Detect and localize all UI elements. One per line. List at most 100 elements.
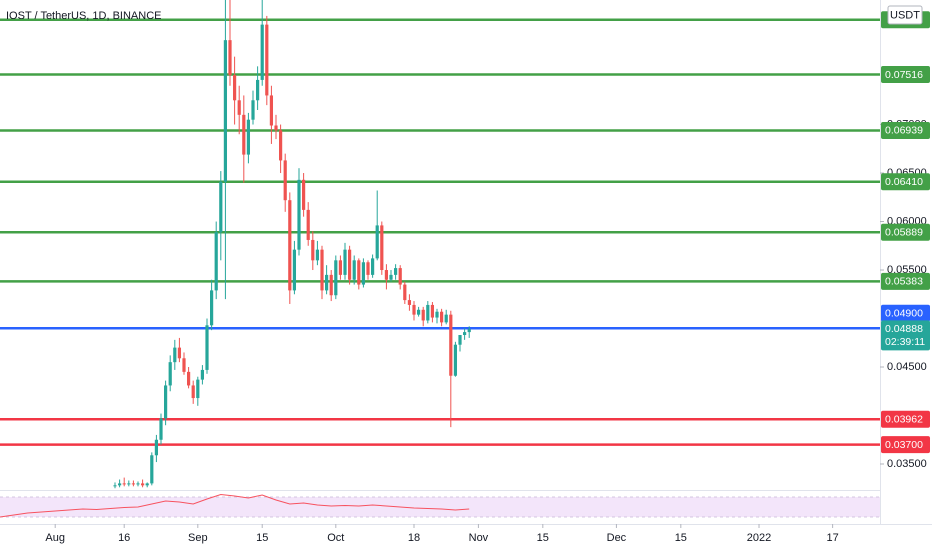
candle-body	[113, 485, 117, 487]
candle-body	[380, 225, 384, 271]
candle-body	[164, 385, 168, 419]
candle-body	[265, 24, 269, 96]
candle-body	[127, 483, 131, 485]
candle-body	[440, 311, 444, 323]
candle-body	[412, 304, 416, 315]
candle-body	[205, 325, 209, 370]
level-tag-label: 0.07516	[885, 69, 923, 81]
countdown: 02:39:11	[885, 336, 925, 348]
candle-body	[357, 260, 361, 285]
x-tick-label: 15	[675, 532, 687, 544]
candle-body	[407, 300, 412, 305]
candle-body	[306, 209, 310, 240]
x-tick-label: Dec	[607, 532, 627, 544]
x-tick-label: 16	[118, 532, 130, 544]
candles	[113, 0, 471, 489]
candle-body	[242, 114, 246, 155]
candle-body	[320, 249, 324, 291]
level-tag-label: 0.04900	[885, 307, 923, 319]
candle-body	[449, 314, 453, 376]
candle-body	[384, 270, 389, 280]
candle-body	[343, 249, 347, 275]
candle-body	[338, 260, 343, 275]
candle-body	[237, 100, 241, 115]
candle-body	[352, 260, 356, 280]
candle-body	[329, 274, 333, 296]
candle-body	[177, 347, 182, 359]
chart-title: IOST / TetherUS, 1D, BINANCE	[6, 10, 161, 22]
candle-body	[371, 258, 375, 275]
level-tag	[881, 121, 930, 139]
candle-body	[136, 483, 140, 485]
candle-body	[191, 385, 195, 399]
last-price-tag	[881, 320, 930, 351]
candle-body	[311, 239, 315, 261]
candle-body	[251, 100, 255, 120]
level-tag-label: 0.03962	[885, 413, 923, 425]
candle-body	[398, 268, 402, 285]
candle-body	[283, 160, 287, 201]
candle-body	[246, 119, 251, 155]
candle-body	[145, 483, 149, 486]
candle-body	[131, 483, 136, 485]
currency-box[interactable]	[887, 5, 923, 25]
candle-body	[279, 130, 283, 161]
currency-label[interactable]: USDT	[890, 9, 920, 21]
candle-body	[233, 75, 237, 101]
candle-body	[361, 262, 366, 285]
candle-body	[453, 344, 458, 376]
x-tick-label: Sep	[188, 532, 208, 544]
last-price-label: 0.04888	[885, 323, 923, 335]
candle-body	[458, 335, 462, 345]
y-tick-label: 0.03500	[887, 458, 927, 470]
indicator-band	[0, 497, 880, 517]
candle-body	[288, 200, 292, 291]
candle-body	[269, 95, 274, 126]
x-tick-label: Oct	[327, 532, 344, 544]
candle-body	[348, 249, 352, 280]
candle-body	[325, 274, 329, 291]
candle-body	[274, 125, 278, 131]
candle-body	[141, 483, 145, 486]
levels	[0, 18, 880, 446]
candle-body	[223, 40, 228, 182]
candle-body	[302, 179, 306, 210]
candle-body	[430, 304, 435, 318]
candle-body	[159, 418, 163, 440]
candle-body	[228, 40, 232, 76]
x-tick-label: Aug	[45, 532, 65, 544]
level-tag-label: 0.05383	[885, 276, 923, 288]
x-tick-label: 15	[256, 532, 268, 544]
candle-body	[122, 483, 126, 485]
candle-body	[444, 314, 448, 323]
candle-body	[292, 249, 297, 291]
candle-body	[260, 24, 264, 80]
level-tag-label: 0.06939	[885, 125, 923, 137]
x-tick-label: 15	[537, 532, 549, 544]
candle-body	[467, 329, 471, 333]
level-tag	[881, 436, 930, 454]
x-tick-label: Nov	[469, 532, 489, 544]
level-tag-label: 0.05889	[885, 227, 923, 239]
candle-body	[426, 304, 430, 321]
candle-body	[463, 332, 467, 336]
indicator-pane	[0, 493, 880, 518]
indicator-line	[0, 493, 470, 518]
x-tick-label: 17	[826, 532, 838, 544]
candle-body	[375, 225, 379, 259]
candle-body	[210, 290, 214, 326]
level-tag	[881, 304, 930, 322]
candle-body	[256, 79, 260, 101]
candle-body	[196, 379, 200, 399]
candle-body	[173, 347, 177, 363]
x-tick-label: 2022	[747, 532, 771, 544]
candle-body	[403, 284, 407, 301]
candle-body	[187, 371, 191, 386]
candle-body	[417, 309, 421, 315]
level-tag	[881, 223, 930, 241]
candle-body	[334, 260, 338, 296]
level-tag	[881, 410, 930, 428]
